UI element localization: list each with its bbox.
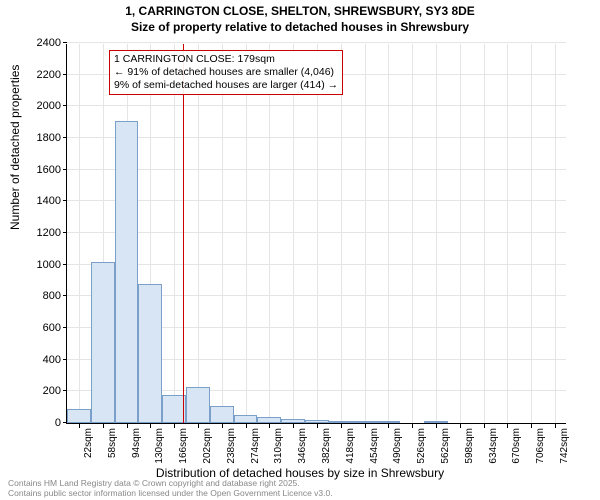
y-tick-label: 1600 xyxy=(21,164,61,176)
histogram-bar xyxy=(115,121,139,423)
y-tick-label: 200 xyxy=(21,385,61,397)
x-tick-label: 238sqm xyxy=(226,428,237,464)
histogram-bar xyxy=(353,421,377,423)
y-tick-label: 1800 xyxy=(21,132,61,144)
x-tick-label: 706sqm xyxy=(535,428,546,464)
y-axis-label: Number of detached properties xyxy=(8,65,22,230)
x-tick-label: 670sqm xyxy=(511,428,522,464)
x-tick-label: 346sqm xyxy=(297,428,308,464)
histogram-bar xyxy=(91,262,115,424)
x-tick-label: 166sqm xyxy=(178,428,189,464)
y-tick-label: 600 xyxy=(21,322,61,334)
histogram-bar xyxy=(281,419,305,423)
x-tick-label: 22sqm xyxy=(83,428,94,458)
y-tick-label: 1000 xyxy=(21,259,61,271)
y-tick-label: 400 xyxy=(21,354,61,366)
histogram-bar xyxy=(305,420,329,423)
annotation-line2: ← 91% of detached houses are smaller (4,… xyxy=(114,66,338,79)
histogram-bar xyxy=(210,406,234,423)
y-tick-label: 1400 xyxy=(21,195,61,207)
x-tick-label: 94sqm xyxy=(131,428,142,458)
y-tick-label: 800 xyxy=(21,290,61,302)
x-tick-label: 526sqm xyxy=(416,428,427,464)
histogram-bar xyxy=(377,421,401,423)
histogram-bar xyxy=(234,415,258,423)
x-tick-label: 490sqm xyxy=(392,428,403,464)
annotation-line3: 9% of semi-detached houses are larger (4… xyxy=(114,79,338,92)
y-tick-label: 0 xyxy=(21,417,61,429)
histogram-bar xyxy=(424,421,448,423)
x-tick-label: 454sqm xyxy=(369,428,380,464)
histogram-bar xyxy=(257,417,281,423)
y-tick-label: 1200 xyxy=(21,227,61,239)
chart-title-line1: 1, CARRINGTON CLOSE, SHELTON, SHREWSBURY… xyxy=(0,4,600,20)
annotation-line1: 1 CARRINGTON CLOSE: 179sqm xyxy=(114,53,338,66)
histogram-bar xyxy=(186,387,210,423)
x-tick-label: 58sqm xyxy=(107,428,118,458)
x-tick-label: 742sqm xyxy=(559,428,570,464)
reference-line xyxy=(183,44,184,423)
x-tick-label: 418sqm xyxy=(345,428,356,464)
histogram-bar xyxy=(67,409,91,423)
histogram-bar xyxy=(138,284,162,423)
x-tick-label: 130sqm xyxy=(154,428,165,464)
y-tick-label: 2000 xyxy=(21,100,61,112)
x-tick-label: 274sqm xyxy=(250,428,261,464)
x-tick-label: 310sqm xyxy=(273,428,284,464)
x-tick-label: 382sqm xyxy=(321,428,332,464)
footer-line2: Contains public sector information licen… xyxy=(8,489,333,498)
x-tick-label: 634sqm xyxy=(488,428,499,464)
x-tick-label: 562sqm xyxy=(440,428,451,464)
footer-attribution: Contains HM Land Registry data © Crown c… xyxy=(8,479,333,498)
y-tick-label: 2200 xyxy=(21,69,61,81)
histogram-bar xyxy=(329,421,353,423)
chart-title-line2: Size of property relative to detached ho… xyxy=(0,20,600,36)
x-tick-label: 598sqm xyxy=(464,428,475,464)
y-tick-label: 2400 xyxy=(21,37,61,49)
annotation-box: 1 CARRINGTON CLOSE: 179sqm← 91% of detac… xyxy=(109,50,343,95)
chart-plot-area: 0200400600800100012001400160018002000220… xyxy=(66,44,566,424)
x-tick-label: 202sqm xyxy=(202,428,213,464)
